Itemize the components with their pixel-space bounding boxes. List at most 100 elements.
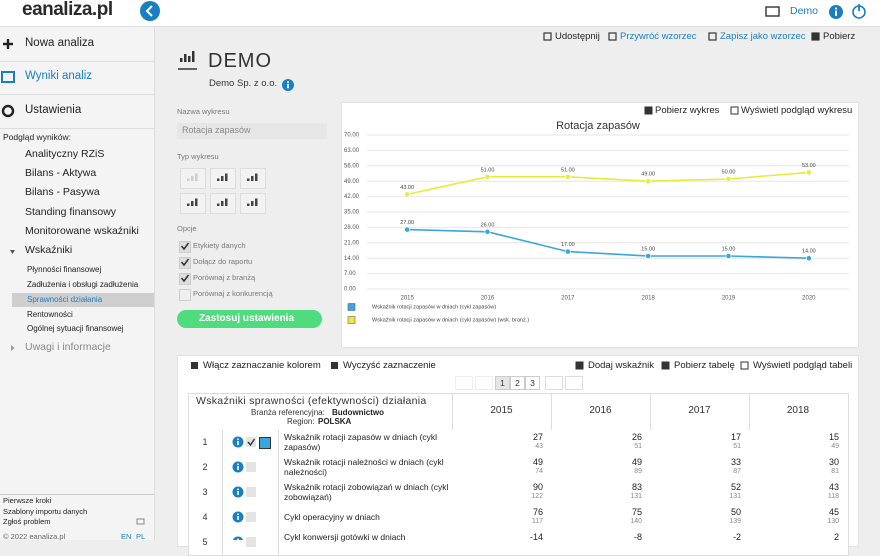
title-icon-bar <box>192 51 195 62</box>
pager-page[interactable]: 2 <box>510 376 525 390</box>
table-title: Wskaźniki sprawności (efektywności) dzia… <box>196 395 427 408</box>
sidebar-item[interactable]: Bilans - Pasywa <box>25 186 100 199</box>
sidebar-main-item[interactable]: Ustawienia <box>25 103 82 116</box>
chart-type-button[interactable] <box>180 193 206 214</box>
option-label: Porównaj z konkurencją <box>193 289 273 299</box>
indicator-name[interactable]: Wskaźnik rotacji zapasów w dniach (cykl … <box>284 432 438 452</box>
footer-separator <box>0 494 154 495</box>
row-checkbox[interactable] <box>246 487 256 497</box>
chart-panel <box>341 102 859 348</box>
sidebar-main-item[interactable]: Nowa analiza <box>25 36 95 49</box>
industry-value: 87 <box>733 468 741 475</box>
sidebar-subitem[interactable]: Zadłużenia i obsługi zadłużenia <box>27 280 139 290</box>
value-cell: 50 <box>730 507 741 517</box>
chart-name-value: Rotacja zapasów <box>182 125 251 136</box>
sidebar-subitem[interactable]: Ogólnej sytuacji finansowej <box>27 324 124 334</box>
sidebar-separator <box>0 61 154 62</box>
cell-divider <box>278 455 279 480</box>
pager-arrow[interactable] <box>565 376 583 390</box>
pager-page[interactable]: 3 <box>525 376 540 390</box>
chart-type-button[interactable] <box>210 168 236 189</box>
table-action[interactable]: Włącz zaznaczanie kolorem <box>203 360 321 372</box>
year-header: 2017 <box>688 405 711 416</box>
toolbar-action[interactable]: Przywróć wzorzec <box>620 31 697 43</box>
value-cell: 49 <box>532 457 543 467</box>
checkbox[interactable] <box>179 241 191 253</box>
pager-page[interactable]: 1 <box>495 376 510 390</box>
chart-action[interactable]: Pobierz wykres <box>655 105 720 117</box>
sidebar-subitem[interactable]: Sprawności działania <box>27 295 103 305</box>
row-checkbox[interactable] <box>246 437 256 447</box>
sidebar-more[interactable]: Uwagi i informacje <box>25 341 111 354</box>
table-action[interactable]: Pobierz tabelę <box>674 360 735 372</box>
sidebar-separator <box>0 94 154 95</box>
toolbar-action[interactable]: Zapisz jako wzorzec <box>720 31 806 43</box>
pager-arrow[interactable] <box>455 376 473 390</box>
sidebar-item[interactable]: Bilans - Aktywa <box>25 167 97 180</box>
toolbar-action[interactable]: Pobierz <box>823 31 856 43</box>
table-action[interactable]: Wyczyść zaznaczenie <box>343 360 436 372</box>
row-checkbox[interactable] <box>246 537 256 547</box>
pager-arrow[interactable] <box>475 376 493 390</box>
color-swatch[interactable] <box>259 437 271 449</box>
top-bar <box>0 0 880 27</box>
industry-value: 51 <box>634 443 642 450</box>
value-cell: -14 <box>529 532 543 542</box>
table-action[interactable]: Dodaj wskaźnik <box>588 360 654 372</box>
submit-button[interactable] <box>177 310 322 328</box>
info-icon-stem <box>287 83 289 89</box>
year-header: 2016 <box>589 405 612 416</box>
sidebar-item[interactable]: Wskaźniki <box>25 244 73 257</box>
chart-action[interactable]: Wyświetl podgląd wykresu <box>741 105 853 117</box>
sidebar-item[interactable]: Standing finansowy <box>25 206 117 219</box>
info-icon-dot <box>287 81 289 83</box>
table-action[interactable]: Wyświetl podgląd tabeli <box>753 360 853 372</box>
cell-divider <box>278 480 279 505</box>
footer-link[interactable]: Pierwsze kroki <box>3 496 52 506</box>
table-row <box>188 480 849 506</box>
sidebar-item[interactable]: Monitorowane wskaźniki <box>25 225 139 238</box>
sidebar-subitem[interactable]: Płynności finansowej <box>27 265 102 275</box>
value-cell: 75 <box>631 507 642 517</box>
cell-divider <box>278 430 279 455</box>
year-header: 2018 <box>786 405 810 416</box>
indicator-name[interactable]: Cykl konwersji gotówki w dniach <box>284 532 406 542</box>
sidebar-item[interactable]: Analityczny RZiS <box>25 148 105 161</box>
checkbox[interactable] <box>179 273 191 285</box>
footer-link[interactable]: Szablony importu danych <box>3 506 88 516</box>
lang-link[interactable]: EN <box>121 532 132 542</box>
toolbar-action[interactable]: Udostępnij <box>555 31 600 43</box>
indicator-name[interactable]: Wskaźnik rotacji należności w dniach (cy… <box>284 457 444 477</box>
chart-name-input[interactable] <box>177 123 327 139</box>
sidebar-main-item[interactable]: Wyniki analiz <box>25 69 93 82</box>
industry-name: Budownictwo <box>332 408 384 418</box>
chart-type-button[interactable] <box>180 168 206 189</box>
industry-value: 122 <box>531 493 543 500</box>
checkbox[interactable] <box>179 289 191 301</box>
lang-link[interactable]: PL <box>136 532 146 542</box>
pager-arrow[interactable] <box>545 376 563 390</box>
option-label: Porównaj z branżą <box>193 273 256 283</box>
chart-type-button[interactable] <box>240 168 266 189</box>
user-name[interactable]: Demo <box>790 5 819 18</box>
indicator-name[interactable]: Wskaźnik rotacji zobowiązań w dniach (cy… <box>284 482 449 502</box>
cell-divider <box>222 480 223 505</box>
checkbox[interactable] <box>179 257 191 269</box>
footer-link[interactable]: Zgłoś problem <box>3 517 51 527</box>
toolbar-icon <box>811 32 820 41</box>
value-cell: 27 <box>532 432 543 442</box>
industry-value: 139 <box>729 518 741 525</box>
chart-type-button[interactable] <box>240 193 266 214</box>
industry-value: 117 <box>531 518 543 525</box>
indicator-name[interactable]: Cykl operacyjny w dniach <box>284 512 380 522</box>
value-cell: 52 <box>730 482 741 492</box>
row-no: 5 <box>202 537 208 547</box>
cell-divider <box>222 505 223 530</box>
sidebar-subitem[interactable]: Rentowności <box>27 310 73 320</box>
page-title: DEMO <box>208 49 272 72</box>
industry-value: 89 <box>634 468 642 475</box>
row-checkbox[interactable] <box>246 462 256 472</box>
toolbar-icon <box>708 32 717 41</box>
row-checkbox[interactable] <box>246 512 256 522</box>
chart-type-button[interactable] <box>210 193 236 214</box>
